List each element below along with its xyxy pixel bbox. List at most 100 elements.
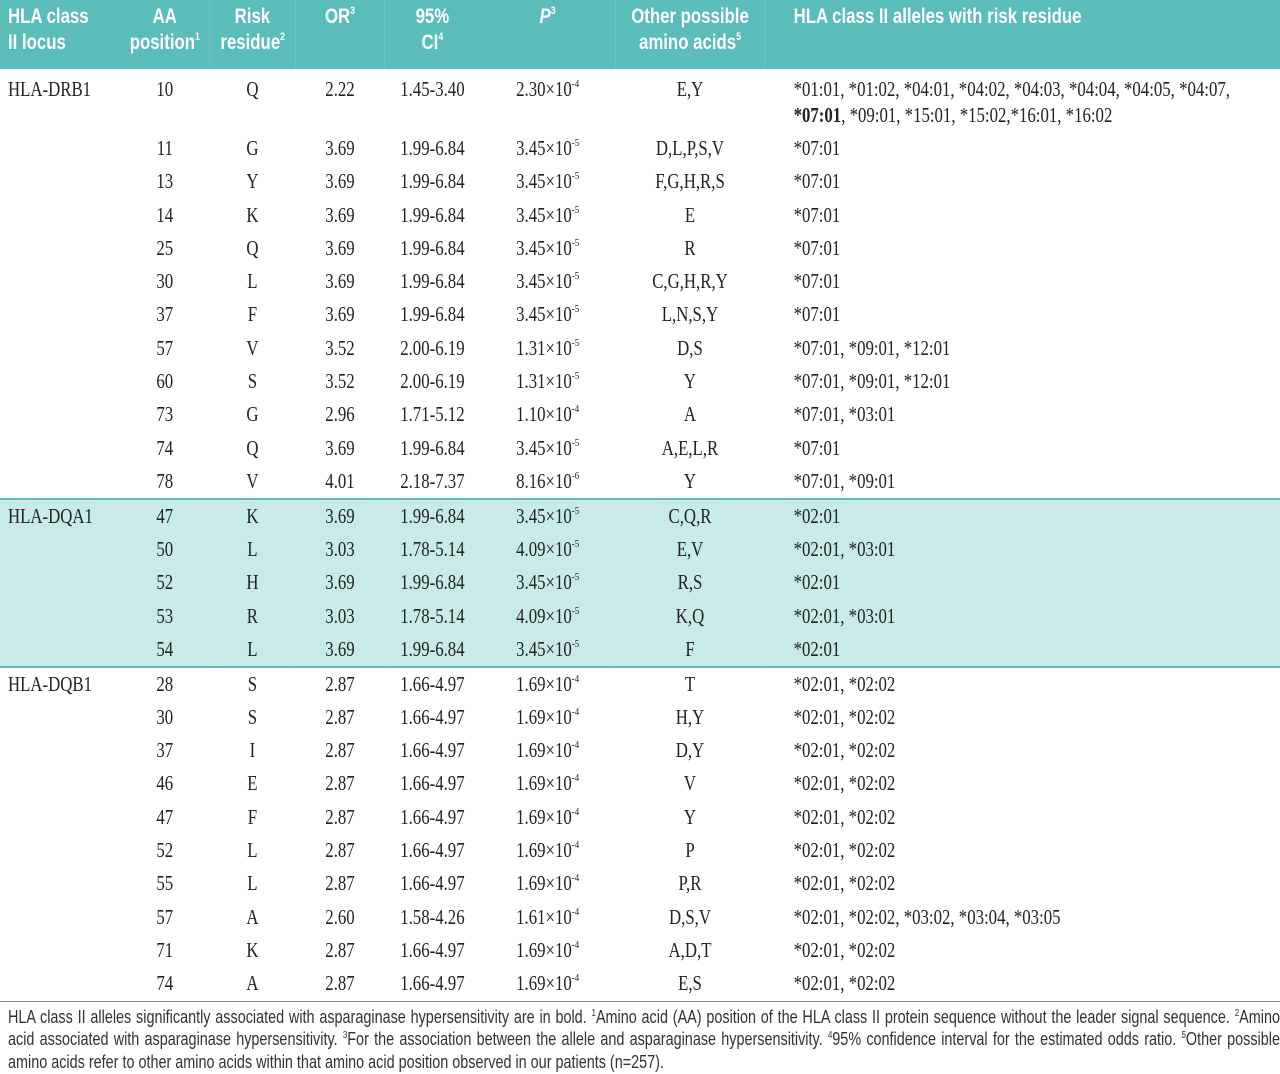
footnote-mark: 2 [1234,1007,1240,1019]
aa-position: 13 [156,169,174,194]
locus-cell [0,701,120,734]
table-row: 37 F 3.69 1.99-6.84 3.45×10-5 L,N,S,Y *07:01 [0,298,1280,331]
table-row: 14 K 3.69 1.99-6.84 3.45×10-5 E *07:01 [0,199,1280,232]
other-amino-acids: L,N,S,Y [661,302,719,327]
p-value-exponent: -4 [571,672,580,685]
confidence-interval: 2.00-6.19 [400,335,465,360]
column-header: HLA class II alleles with risk residue [764,0,1280,69]
alleles-cell: *02:01, *02:02 [765,867,1280,900]
other-amino-acids: E,Y [676,77,704,101]
alleles-cell: *07:01, *03:01 [765,398,1280,431]
p-value-base: 1.31×10 [516,335,572,360]
table-row: 46 E 2.87 1.66-4.97 1.69×10-4 V *02:01, *02:02 [0,767,1280,800]
locus-cell: HLA-DQA1 [0,497,120,533]
p-value-cell: 1.69×10-4 [480,665,616,701]
table-row: 60 S 3.52 2.00-6.19 1.31×10-5 Y *07:01, *09:01… [0,365,1280,398]
p-value-exponent: -5 [571,203,580,216]
header-superscript: 4 [438,31,444,43]
other-amino-acids: C,Q,R [615,497,765,533]
odds-ratio: 2.87 [325,704,355,729]
footnote-text: For the association between the allele a… [347,1029,823,1050]
odds-ratio: 3.69 [325,269,355,294]
alleles-cell: *02:01, *03:01 [764,532,1280,567]
locus-cell [0,265,120,298]
p-value-cell: 3.45×10-5 [480,265,615,298]
aa-position: 14 [156,202,174,227]
confidence-interval: 1.78-5.14 [384,599,480,633]
header-text: AA position [129,5,196,54]
locus-cell [0,465,120,499]
locus-group: HLA-DQA1 47 K 3.69 1.99-6.84 3.45×10-5 C,Q,R *0… [0,497,1280,667]
aa-position: 55 [156,871,174,896]
risk-residue: V [246,335,259,360]
allele-text: *07:01 [793,202,841,227]
confidence-interval: 2.00-6.19 [400,369,465,394]
alleles-cell: *02:01 [764,566,1280,600]
alleles-cell: *02:01, *02:02, *03:02, *03:04, *03:05 [765,901,1280,934]
alleles-cell: *02:01, *02:02 [764,665,1280,701]
header-text-wrap: Risk residue2 [220,4,285,56]
confidence-interval: 1.99-6.84 [384,566,480,600]
odds-ratio: 2.87 [295,665,385,701]
confidence-interval: 1.66-4.97 [400,738,465,763]
risk-residue: I [249,738,256,763]
p-value-base: 1.69×10 [516,838,572,863]
odds-ratio: 2.87 [325,838,355,863]
aa-position: 47 [156,804,174,829]
p-value-base: 3.45×10 [516,202,572,227]
header-text: HLA class II alleles with risk residue [793,5,1082,28]
odds-ratio: 2.22 [325,77,355,101]
p-value-base: 4.09×10 [516,536,572,561]
p-value-base: 3.45×10 [516,302,572,327]
p-value-exponent: -4 [571,938,580,951]
confidence-interval: 1.66-4.97 [400,871,465,896]
risk-residue: A [246,904,259,929]
p-value-cell: 1.69×10-4 [480,967,615,1000]
aa-position: 10 [156,77,174,101]
other-amino-acids: V [683,771,697,796]
alleles-cell: *02:01, *02:02 [765,734,1280,767]
other-amino-acids: D,S [677,335,703,360]
confidence-interval: 1.58-4.26 [400,904,465,929]
allele-text: *01:01, *01:02, *04:01, *04:02, *04:03, … [793,77,1230,101]
risk-residue: R [209,599,296,633]
risk-residue: V [246,468,259,493]
p-value-exponent: -5 [571,637,580,650]
locus-group: HLA-DQB1 28 S 2.87 1.66-4.97 1.69×10-4 T *02:01… [0,665,1280,1001]
confidence-interval: 1.78-5.14 [384,532,480,567]
confidence-interval: 1.66-4.97 [400,838,465,863]
p-value-cell: 1.69×10-4 [480,734,615,767]
other-amino-acids: E,V [615,532,765,567]
table-row: 57 A 2.60 1.58-4.26 1.61×10-4 D,S,V *02:01, *0… [0,901,1280,934]
confidence-interval: 1.66-4.97 [400,771,465,796]
allele-text: *02:01, *02:02 [793,771,896,796]
header-text: Other possible amino acids [631,5,749,54]
p-value-exponent: -4 [571,839,580,852]
p-value-cell: 1.69×10-4 [480,701,615,734]
locus-name: HLA-DQB1 [8,671,92,696]
aa-position: 53 [120,599,210,633]
odds-ratio: 3.69 [295,566,385,600]
header-text: P [539,5,551,28]
footnote-text: Amino acid (AA) position of the HLA clas… [595,1006,1230,1027]
locus-cell [0,232,120,265]
confidence-interval: 1.99-6.84 [400,235,465,260]
risk-residue: L [247,838,258,863]
p-value-cell: 3.45×10-5 [480,132,615,165]
p-value-cell: 8.16×10-6 [480,465,615,499]
header-text-wrap: 95% CI4 [408,4,456,56]
locus-cell [0,199,120,232]
footnote-mark: 4 [827,1030,833,1042]
aa-position: 74 [156,435,174,460]
confidence-interval: 1.66-4.97 [400,704,465,729]
p-value-cell: 1.69×10-4 [480,934,615,967]
confidence-interval: 1.66-4.97 [400,804,465,829]
odds-ratio: 3.03 [295,532,385,567]
allele-text: *02:01, *02:02 [793,871,896,896]
p-value-cell: 3.45×10-5 [480,199,615,232]
confidence-interval: 1.99-6.84 [400,269,465,294]
table-row: 50 L 3.03 1.78-5.14 4.09×10-5 E,V *02:01, *03:… [0,532,1280,567]
table-row: 74 A 2.87 1.66-4.97 1.69×10-4 E,S *02:01, *02:… [0,967,1280,1000]
